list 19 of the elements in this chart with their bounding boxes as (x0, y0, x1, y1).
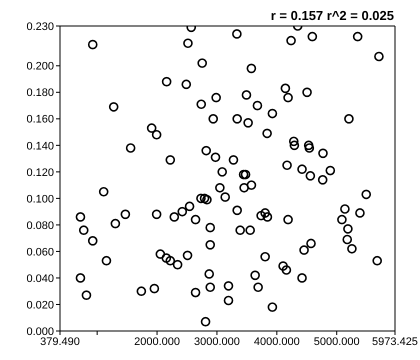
y-tick-label: 0.000 (26, 326, 54, 338)
y-tick-label: 0.060 (26, 246, 54, 258)
y-tick-label: 0.120 (26, 166, 54, 179)
y-tick-label: 0.230 (26, 20, 54, 33)
y-tick-label: 0.140 (26, 140, 54, 152)
x-tick-label: 4000.000 (254, 336, 300, 348)
x-tick-label: 5000.000 (314, 336, 360, 348)
y-tick-label: 0.200 (26, 60, 54, 73)
text: r = 0.157 r^2 = 0.025 (270, 8, 394, 23)
y-tick-label: 0.180 (26, 87, 54, 100)
y-tick-label: 0.160 (26, 114, 54, 126)
y-tick-label: 0.020 (26, 299, 54, 312)
x-tick-label: 3000.000 (194, 336, 240, 348)
x-tick-label: 2000.000 (134, 336, 180, 348)
x-tick-label: 5973.425 (372, 336, 418, 348)
y-tick-label: 0.080 (26, 220, 54, 232)
y-tick-label: 0.040 (26, 272, 54, 285)
y-tick-label: 0.100 (26, 193, 54, 206)
x-tick-label: 379.490 (40, 336, 80, 348)
